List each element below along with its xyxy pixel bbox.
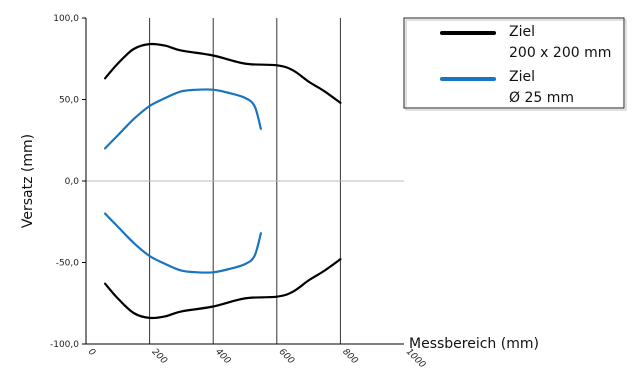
y-tick-label: 50,0	[59, 96, 79, 106]
x-tick-label: 800	[340, 347, 359, 366]
series-0-line-upper	[104, 42, 342, 104]
y-tick-label: -50,0	[56, 259, 80, 269]
y-axis-title: Versatz (mm)	[20, 134, 36, 228]
x-tick-label: 200	[149, 347, 168, 366]
series-0-line-lower	[104, 258, 342, 320]
legend-label-black-line2: 200 x 200 mm	[509, 45, 611, 61]
y-tick-label: 100,0	[53, 14, 79, 24]
x-tick-label: 0	[86, 347, 97, 358]
x-tick-label: 600	[277, 347, 296, 366]
legend-label-blue-line1: Ziel	[509, 69, 535, 85]
x-axis-title: Messbereich (mm)	[409, 336, 539, 352]
legend-label-blue-line2: Ø 25 mm	[509, 90, 574, 106]
y-tick-label: -100,0	[50, 340, 79, 350]
series-1-line-upper	[104, 88, 262, 150]
axes	[82, 17, 404, 345]
series-lines	[104, 42, 342, 320]
legend-label-black-line1: Ziel	[509, 24, 535, 40]
series-1-line-lower	[104, 212, 262, 274]
legend-box-shadow	[405, 19, 627, 111]
y-tick-label: 0,0	[65, 177, 80, 187]
grid-lines	[86, 18, 404, 344]
x-tick-label: 400	[213, 347, 232, 366]
legend: Ziel 200 x 200 mm Ziel Ø 25 mm	[403, 17, 627, 111]
